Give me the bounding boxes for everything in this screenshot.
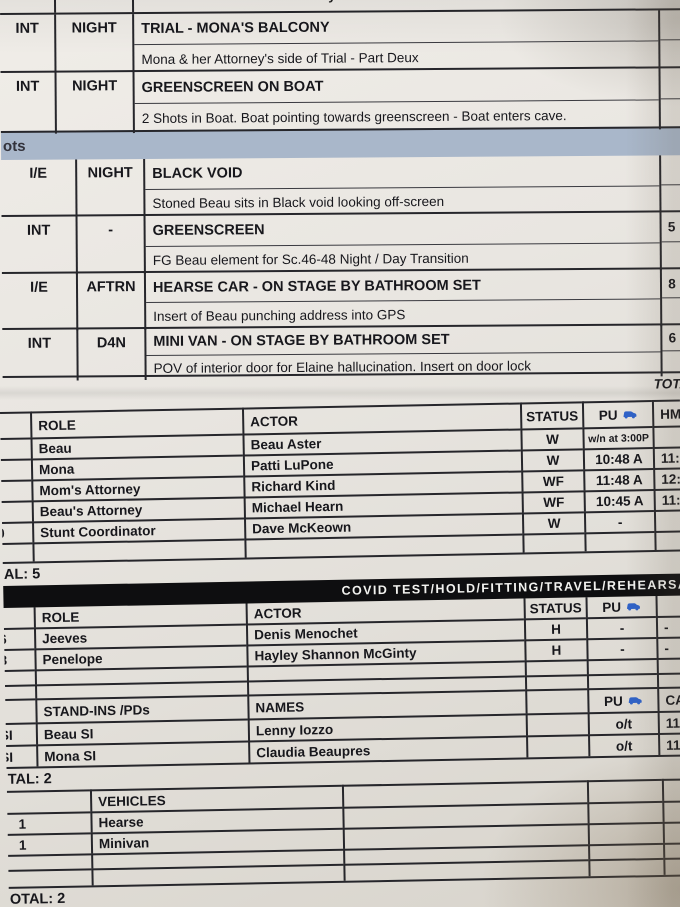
pu-cell: o/t xyxy=(588,732,659,757)
scene-description: 2 Shots in Boat. Boat pointing towards g… xyxy=(141,108,567,127)
pu-cell: - xyxy=(583,510,655,533)
pu-cell: 11:48 A xyxy=(583,468,654,491)
scene-table-main: I/E NIGHT BLACK VOID Stoned Beau sits in… xyxy=(1,155,680,381)
call-cell: 11: xyxy=(657,710,680,733)
cut-left-cell xyxy=(0,411,31,438)
blue-car-icon xyxy=(622,409,637,419)
pu-header: PU xyxy=(585,596,656,618)
scene-pages-cell xyxy=(659,155,680,214)
total-fragment: TOTAL xyxy=(653,376,680,392)
scene-day-night: AFTRN xyxy=(75,273,145,331)
pu-header: PU xyxy=(587,687,658,713)
scene-body: GREENSCREEN ON BOAT 2 Shots in Boat. Boa… xyxy=(132,68,659,134)
pu-cell: 10:45 A xyxy=(583,489,654,512)
covid-table: ROLE ACTOR STATUS PU 6 Jeeves Denis Meno… xyxy=(3,595,680,699)
scene-pages-cell: 8 xyxy=(659,269,680,327)
scene-pages-cell xyxy=(658,68,680,130)
scene-body: TRIAL - MONA'S BALCONY Mona & her Attorn… xyxy=(132,10,659,74)
scene-body: BLACK VOID Stoned Beau sits in Black voi… xyxy=(143,155,660,218)
vehicle-count: 1 xyxy=(7,811,91,834)
status-cell: W xyxy=(520,427,583,450)
scene-table-top: Lawyer on the rocks INT NIGHT TRIAL - MO… xyxy=(0,0,680,134)
hm-cell xyxy=(652,425,680,448)
scene-day-night: - xyxy=(75,216,144,275)
pu-cell: - xyxy=(586,637,657,660)
scene-pages-cell: 5 xyxy=(659,212,680,271)
scene-set-name: HEARSE CAR - ON STAGE BY BATHROOM SET xyxy=(145,269,661,303)
scene-day-night: NIGHT xyxy=(75,159,144,218)
pu-cell: - xyxy=(585,616,657,639)
pu-cell: o/t xyxy=(587,710,658,735)
scene-ie-cell xyxy=(0,0,54,13)
vehicles-table: VEHICLES 1 Hearse 1 Minivan xyxy=(6,778,680,887)
scene-row: I/E AFTRN HEARSE CAR - ON STAGE BY BATHR… xyxy=(1,267,680,331)
scene-ie: INT xyxy=(15,78,40,95)
pu-cell: w/n at 3:00P xyxy=(582,426,653,449)
scene-body: HEARSE CAR - ON STAGE BY BATHROOM SET In… xyxy=(143,269,661,331)
scene-ie: INT xyxy=(26,222,51,239)
scene-pages-cell xyxy=(658,10,680,70)
status-cell: W xyxy=(520,448,584,471)
scene-total-line: TOTAL xyxy=(2,371,680,400)
band-label-fragment: ots xyxy=(2,137,26,155)
cut-right-cell: - xyxy=(655,615,680,638)
scene-set-name: BLACK VOID xyxy=(145,155,660,190)
standins-table: STAND-INS /PDs NAMES PU CA SI Beau SI Le… xyxy=(5,686,680,767)
status-cell: H xyxy=(524,638,587,661)
call-cell: 11: xyxy=(657,732,680,755)
covid-bar-title: COVID TEST/HOLD/FITTING/TRAVEL/REHEARSA xyxy=(341,577,680,598)
blue-car-icon xyxy=(626,601,641,611)
pu-header: PU xyxy=(581,400,653,428)
status-cell: WF xyxy=(521,469,584,492)
scene-ie: INT xyxy=(27,335,52,352)
status-cell: W xyxy=(521,511,585,534)
scene-ie: I/E xyxy=(30,279,48,296)
scene-set-name: MINI VAN - ON STAGE BY BATHROOM SET xyxy=(146,325,661,356)
scene-set-name: TRIAL - MONA'S BALCONY xyxy=(134,10,659,46)
scene-day-night: D4N xyxy=(76,329,145,381)
vehicle-count: 1 xyxy=(7,832,92,855)
scene-day-night: NIGHT xyxy=(54,14,133,74)
role-header: ROLE xyxy=(29,407,243,438)
scene-row: INT - GREENSCREEN FG Beau element for Sc… xyxy=(1,210,680,275)
status-cell: H xyxy=(523,617,587,640)
call-header: CA xyxy=(657,686,680,711)
scene-body: GREENSCREEN FG Beau element for Sc.46-48… xyxy=(143,212,660,275)
scene-set-name: GREENSCREEN ON BOAT xyxy=(134,68,659,105)
scene-row: INT NIGHT TRIAL - MONA'S BALCONY Mona & … xyxy=(0,8,680,74)
blue-car-icon xyxy=(628,695,643,705)
hm-cell: 12: xyxy=(653,467,680,490)
scene-ie: I/E xyxy=(29,165,48,182)
scene-pages-cell: 6 xyxy=(660,325,680,377)
scene-dn-cell xyxy=(53,0,133,13)
scene-ie: INT xyxy=(15,20,39,37)
pu-cell: 10:48 A xyxy=(582,447,654,470)
scene-day-night: NIGHT xyxy=(54,72,133,134)
status-cell: WF xyxy=(521,490,584,513)
standin-cell: Mona SI xyxy=(36,740,249,767)
scene-row: INT D4N MINI VAN - ON STAGE BY BATHROOM … xyxy=(2,323,680,381)
hm-cell xyxy=(653,509,680,532)
scene-row: INT NIGHT GREENSCREEN ON BOAT 2 Shots in… xyxy=(0,66,680,134)
cut-right-cell: - xyxy=(656,636,680,659)
scene-row: I/E NIGHT BLACK VOID Stoned Beau sits in… xyxy=(1,155,680,218)
hm-cell: 11:0 xyxy=(652,446,680,469)
status-header: STATUS xyxy=(523,597,586,619)
cast-table: ROLE ACTOR STATUS PU HM Beau Beau Aster … xyxy=(0,399,680,562)
hm-header: HM xyxy=(651,399,680,427)
status-header: STATUS xyxy=(519,401,583,429)
scene-set-name: GREENSCREEN xyxy=(145,212,660,247)
hm-cell: 11: xyxy=(653,488,680,511)
